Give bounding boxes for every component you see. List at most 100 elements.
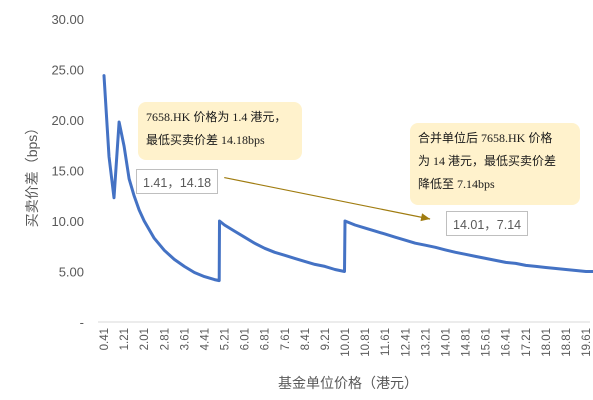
series-point bbox=[324, 265, 326, 267]
series-group bbox=[102, 74, 593, 283]
x-tick-label: 18.81 bbox=[561, 328, 573, 357]
series-point bbox=[475, 255, 477, 257]
series-point bbox=[555, 267, 557, 269]
series-point bbox=[128, 178, 130, 180]
x-tick-label: 18.01 bbox=[541, 328, 553, 357]
callout-before-consolidation: 7658.HK 价格为 1.4 港元， 最低买卖价差 14.18bps bbox=[138, 102, 302, 160]
series-point bbox=[374, 230, 376, 232]
series-point bbox=[284, 254, 286, 256]
series-point bbox=[535, 265, 537, 267]
annotation-arrow-head bbox=[420, 213, 431, 222]
callout-before-line-1: 7658.HK 价格为 1.4 港元， bbox=[146, 110, 287, 124]
series-point bbox=[153, 237, 155, 239]
series-point bbox=[294, 257, 296, 259]
series-point bbox=[203, 276, 205, 278]
x-tick-label: 12.41 bbox=[400, 328, 412, 357]
series-point bbox=[108, 155, 110, 157]
x-tick-label: 19.61 bbox=[581, 328, 593, 357]
y-tick-label: 15.00 bbox=[51, 164, 84, 179]
x-tick-label: 15.61 bbox=[481, 328, 493, 357]
series-point bbox=[495, 259, 497, 261]
series-point bbox=[113, 197, 115, 199]
series-point bbox=[218, 220, 220, 222]
x-axis-title: 基金单位价格（港元） bbox=[278, 375, 418, 391]
y-tick-label: 5.00 bbox=[59, 265, 84, 280]
series-point bbox=[444, 249, 446, 251]
y-tick-label: 10.00 bbox=[51, 214, 84, 229]
x-tick-label: 4.41 bbox=[199, 328, 211, 350]
series-point bbox=[585, 271, 587, 272]
series-point bbox=[264, 247, 266, 249]
y-tick-label: 30.00 bbox=[51, 12, 84, 27]
x-tick-label: 17.21 bbox=[521, 328, 533, 357]
x-tick-label: 10.81 bbox=[360, 328, 372, 357]
series-point bbox=[575, 269, 577, 271]
x-tick-label: 2.81 bbox=[159, 328, 171, 350]
x-tick-label: 14.81 bbox=[461, 328, 473, 357]
series-point bbox=[404, 239, 406, 241]
x-tick-label: 10.01 bbox=[340, 328, 352, 357]
series-point bbox=[123, 145, 125, 147]
y-tick-label: - bbox=[80, 315, 84, 330]
y-axis-title: 买卖价差（bps） bbox=[24, 121, 40, 228]
series-point bbox=[364, 227, 366, 229]
series-point bbox=[234, 230, 236, 232]
x-tick-label: 3.61 bbox=[179, 328, 191, 350]
series-point bbox=[344, 220, 346, 222]
series-point bbox=[163, 249, 165, 251]
x-tick-label: 9.21 bbox=[320, 328, 332, 350]
series-point bbox=[183, 265, 185, 267]
series-point bbox=[304, 260, 306, 262]
x-tick-label: 16.41 bbox=[501, 328, 513, 357]
series-point bbox=[505, 261, 507, 263]
series-point bbox=[565, 268, 567, 270]
series-point bbox=[254, 242, 256, 244]
callout-after-line-2: 为 14 港元，最低买卖价差 bbox=[418, 154, 557, 168]
x-tick-label: 7.61 bbox=[280, 328, 292, 350]
x-tick-label: 5.21 bbox=[220, 328, 232, 350]
series-point bbox=[525, 264, 527, 266]
annotation-arrow-line bbox=[224, 176, 431, 220]
y-tick-label: 20.00 bbox=[51, 113, 84, 128]
y-tick-label: 25.00 bbox=[51, 63, 84, 78]
series-point bbox=[343, 271, 345, 272]
x-tick-label: 6.81 bbox=[260, 328, 272, 350]
series-point bbox=[244, 236, 246, 238]
series-point bbox=[133, 195, 135, 197]
series-point bbox=[274, 251, 276, 253]
x-tick-label: 2.01 bbox=[139, 328, 151, 350]
series-point bbox=[515, 262, 517, 264]
x-tick-label: 11.61 bbox=[380, 328, 392, 356]
series-point bbox=[434, 246, 436, 248]
series-point bbox=[193, 272, 195, 274]
series-point bbox=[424, 244, 426, 246]
series-point bbox=[138, 209, 140, 211]
point-label-14-01: 14.01，7.14 bbox=[446, 211, 529, 236]
callout-after-line-1: 合并单位后 7658.HK 价格 bbox=[418, 131, 553, 145]
series-point bbox=[103, 75, 105, 77]
x-tick-label: 1.21 bbox=[119, 328, 131, 350]
callout-after-line-3: 降低至 7.14bps bbox=[418, 177, 495, 191]
series-point bbox=[485, 257, 487, 259]
series-point bbox=[143, 220, 145, 222]
callout-before-line-2: 最低买卖价差 14.18bps bbox=[146, 133, 265, 147]
x-tick-label: 6.01 bbox=[240, 328, 252, 350]
point-label-1-41: 1.41，14.18 bbox=[136, 169, 219, 194]
series-point bbox=[118, 121, 120, 123]
series-point bbox=[218, 280, 220, 282]
series-point bbox=[394, 236, 396, 238]
annotation-arrow-group bbox=[224, 176, 431, 222]
series-point bbox=[465, 253, 466, 255]
series-point bbox=[314, 263, 316, 265]
series-point bbox=[454, 251, 456, 253]
series-point bbox=[224, 224, 225, 226]
callout-after-consolidation: 合并单位后 7658.HK 价格 为 14 港元，最低买卖价差 降低至 7.14… bbox=[410, 123, 580, 205]
x-tick-label: 0.41 bbox=[99, 328, 111, 350]
series-point bbox=[545, 266, 547, 268]
series-point bbox=[334, 268, 336, 270]
x-tick-label: 14.01 bbox=[440, 328, 452, 357]
series-point bbox=[414, 242, 416, 244]
series-point bbox=[384, 233, 386, 235]
series-point bbox=[213, 279, 215, 281]
